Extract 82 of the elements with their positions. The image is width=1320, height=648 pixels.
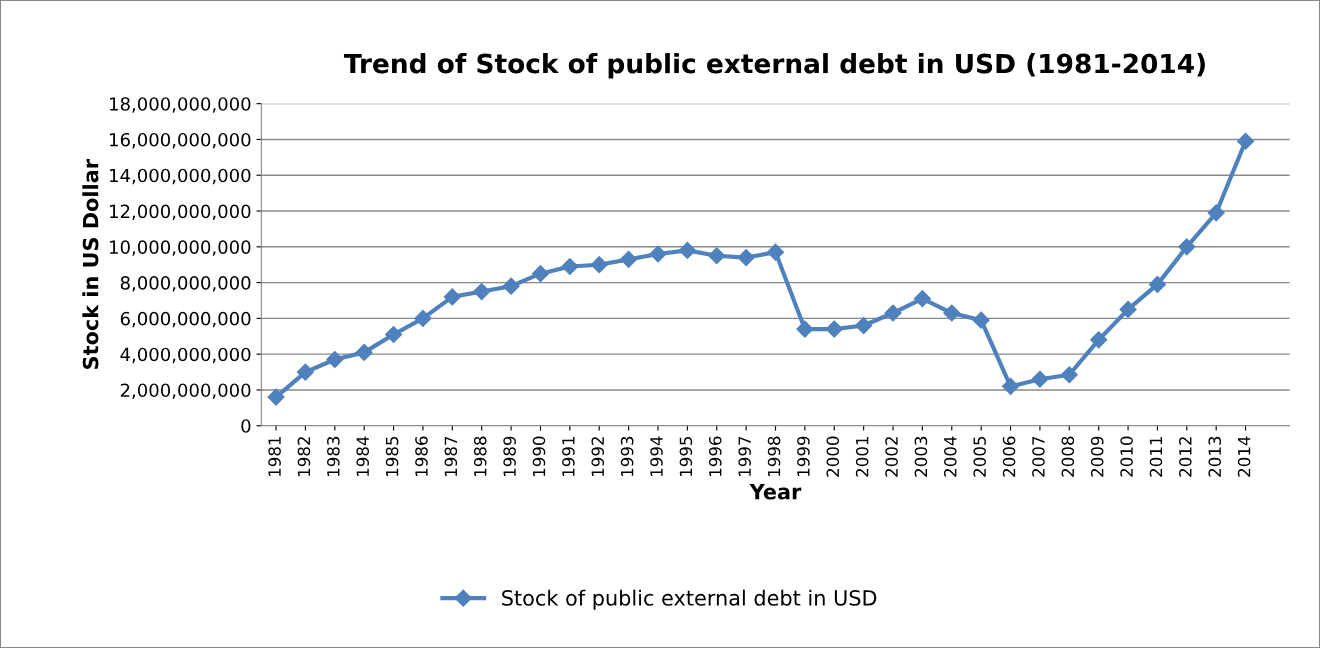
- y-tick-label: 18,000,000,000: [110, 97, 251, 113]
- point: [1237, 132, 1255, 150]
- y-tick-label: 14,000,000,000: [110, 168, 251, 185]
- x-tick-label: 1993: [620, 436, 634, 477]
- x-tick-label: 1994: [650, 436, 663, 477]
- x-tick-label: 1985: [385, 436, 399, 477]
- point: [267, 388, 285, 406]
- point: [443, 288, 461, 306]
- y-tick-label: 10,000,000,000: [110, 240, 251, 256]
- point: [1119, 300, 1137, 318]
- point: [737, 248, 755, 267]
- point: [1178, 238, 1196, 256]
- y-tick-label: 4,000,000,000: [120, 347, 251, 364]
- point: [678, 241, 696, 259]
- x-tick-label: 2004: [944, 436, 957, 477]
- point: [385, 325, 403, 344]
- point: [943, 304, 961, 322]
- x-tick-label: 1986: [415, 436, 428, 477]
- x-tick-label: 2005: [973, 436, 986, 477]
- point: [855, 316, 873, 335]
- point: [620, 250, 638, 268]
- x-tick-label: 1982: [297, 437, 311, 477]
- point: [561, 257, 579, 276]
- point: [531, 265, 550, 283]
- x-tick-label: 2008: [1061, 436, 1075, 477]
- x-tick-label: 1992: [591, 437, 605, 477]
- legend-label: Stock of public external debt in USD: [502, 589, 877, 610]
- x-tick-label: 1984: [356, 436, 370, 477]
- x-tick-label: 2010: [1120, 436, 1133, 477]
- point: [884, 304, 902, 322]
- x-axis-title: Year: [749, 484, 802, 500]
- chart-title: Trend of Stock of public external debt in USD (1981-2014): [343, 53, 1205, 79]
- x-tick-label: 1995: [679, 436, 693, 477]
- x-tick-label: 2000: [826, 436, 840, 477]
- point: [1060, 366, 1078, 384]
- point: [825, 320, 843, 338]
- x-tick-label: 2011: [1149, 437, 1163, 477]
- point: [796, 320, 814, 338]
- x-tick-label: 2012: [1179, 437, 1192, 477]
- x-tick-label: 2007: [1032, 436, 1045, 477]
- x-tick-label: 1998: [767, 436, 781, 477]
- point: [473, 282, 491, 301]
- point: [1090, 331, 1108, 349]
- x-tick-label: 2014: [1237, 436, 1251, 477]
- point: [326, 350, 344, 369]
- point: [766, 243, 785, 261]
- x-tick-label: 1989: [503, 436, 516, 477]
- y-tick-label: 2,000,000,000: [120, 383, 251, 399]
- point: [502, 277, 520, 295]
- x-tick-label: 1990: [532, 436, 546, 477]
- x-tick-label: 1991: [562, 437, 575, 477]
- y-tick-label: 16,000,000,000: [110, 132, 251, 149]
- point: [296, 363, 314, 381]
- y-tick-label: 6,000,000,000: [120, 311, 251, 328]
- point: [414, 309, 432, 327]
- point: [355, 343, 373, 361]
- x-tick-label: 2009: [1090, 436, 1104, 477]
- x-tick-label: 2003: [914, 436, 928, 477]
- x-tick-label: 2013: [1208, 436, 1222, 477]
- point: [1207, 204, 1225, 222]
- y-tick-label: 0: [241, 419, 251, 433]
- point: [1031, 370, 1049, 388]
- x-tick-label: 2001: [855, 437, 869, 477]
- point: [1001, 377, 1020, 395]
- x-tick-label: 1997: [738, 436, 751, 477]
- point: [708, 247, 726, 265]
- point: [913, 290, 931, 308]
- x-tick-label: 1999: [797, 436, 810, 477]
- x-tick-label: 1983: [327, 436, 340, 477]
- x-tick-label: 1996: [708, 436, 722, 477]
- x-tick-label: 1988: [473, 436, 487, 477]
- point: [590, 256, 608, 274]
- x-tick-label: 2002: [885, 437, 898, 477]
- y-tick-label: 8,000,000,000: [120, 276, 251, 292]
- x-tick-label: 1987: [444, 436, 458, 477]
- y-axis-title: Stock in US Dollar: [82, 159, 99, 369]
- point: [649, 245, 667, 263]
- point: [972, 311, 990, 329]
- x-tick-label: 1981: [268, 437, 281, 477]
- y-tick-label: 12,000,000,000: [110, 204, 251, 220]
- x-tick-label: 2006: [1002, 436, 1016, 477]
- point: [1148, 275, 1166, 293]
